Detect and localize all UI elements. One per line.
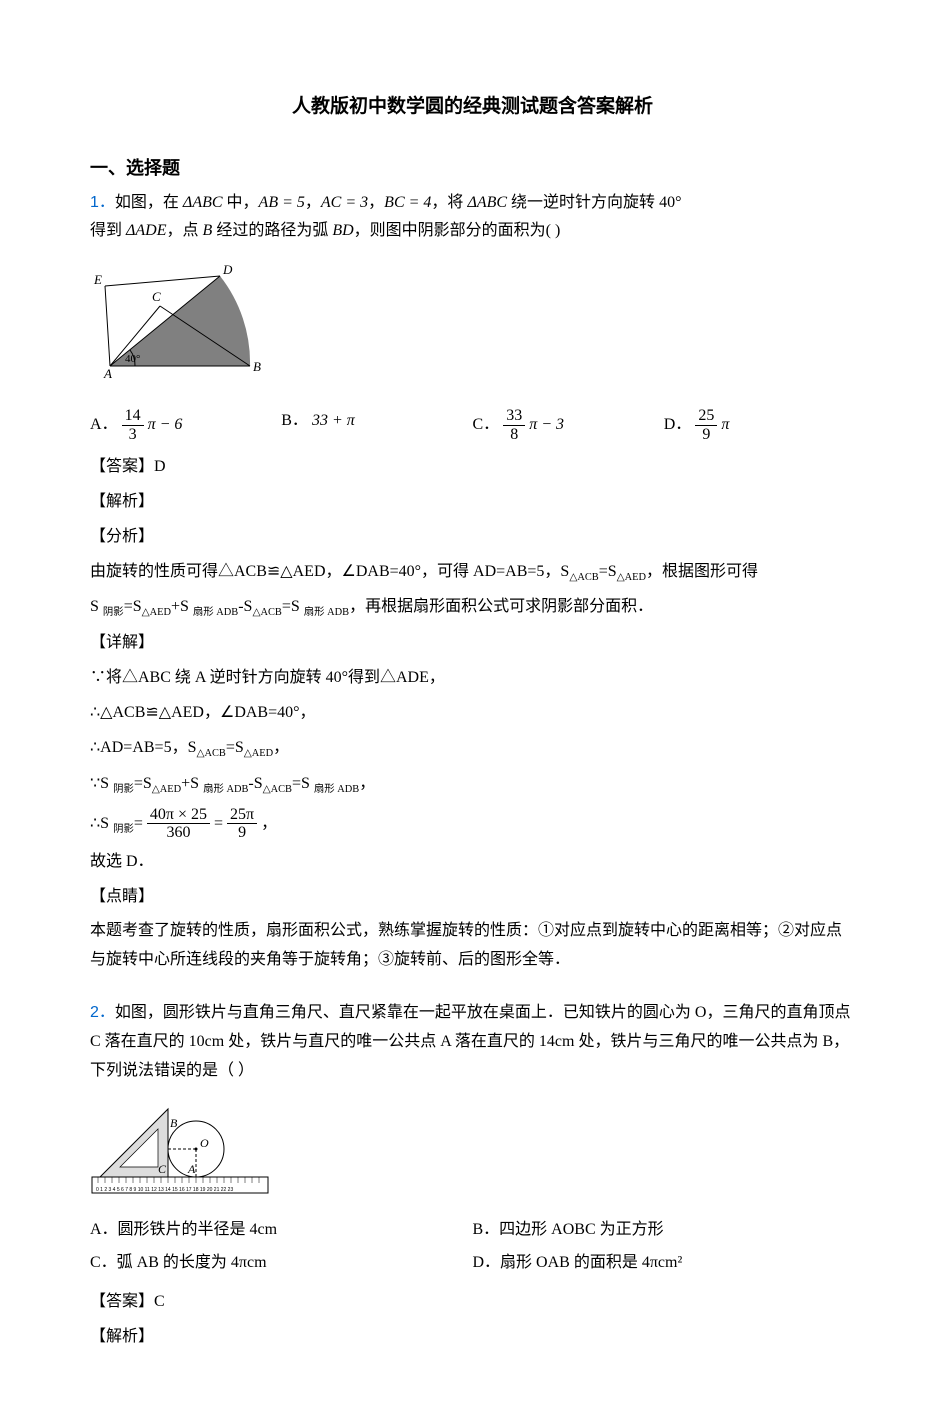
label-b2: B	[170, 1116, 178, 1130]
answer-label: 【答案】	[90, 458, 154, 475]
line-ae	[105, 286, 110, 366]
xj3: ∴AD=AB=5，S△ACB=S△AED，	[90, 734, 855, 764]
label-d: D	[222, 262, 233, 277]
q2-diagram: 0 1 2 3 4 5 6 7 8 9 10 11 12 13 14 15 16…	[90, 1095, 270, 1195]
q2-answer-label: 【答案】	[90, 1293, 154, 1310]
q1-opt-d: D． 259 π	[664, 407, 855, 443]
label-a2: A	[187, 1162, 196, 1176]
xj5: ∴S 阴影= 40π × 25360 = 25π9 ，	[90, 806, 855, 842]
fenxi-label: 【分析】	[90, 523, 855, 552]
fenxi-line2: S 阴影=S△AED+S 扇形 ADB-S△ACB=S 扇形 ADB，再根据扇形…	[90, 593, 855, 623]
q2-options: A．圆形铁片的半径是 4cm B．四边形 AOBC 为正方形 C．弧 AB 的长…	[90, 1216, 855, 1282]
xj2: ∴△ACB≌△AED，∠DAB=40°，	[90, 699, 855, 728]
label-angle: 40°	[125, 353, 140, 365]
xj4: ∵S 阴影=S△AED+S 扇形 ADB-S△ACB=S 扇形 ADB，	[90, 770, 855, 800]
document-page: 人教版初中数学圆的经典测试题含答案解析 一、选择题 1．如图，在 ΔABC 中，…	[0, 0, 945, 1417]
label-a: A	[103, 366, 112, 381]
q1-stem: 1．如图，在 ΔABC 中，AB = 5，AC = 3，BC = 4，将 ΔAB…	[90, 189, 855, 247]
xj1: ∵将△ABC 绕 A 逆时针方向旋转 40°得到△ADE，	[90, 664, 855, 693]
line-ed	[105, 276, 220, 286]
ruler-label: 0 1 2 3 4 5 6 7 8 9 10 11 12 13 14 15 16…	[96, 1187, 233, 1193]
doc-title: 人教版初中数学圆的经典测试题含答案解析	[90, 90, 855, 124]
label-b: B	[253, 359, 261, 374]
q2-opt-b: B．四边形 AOBC 为正方形	[473, 1216, 856, 1245]
analysis-label: 【解析】	[90, 488, 855, 517]
q1-diagram: A B C D E 40°	[90, 256, 270, 386]
dianjing-text: 本题考查了旋转的性质，扇形面积公式，熟练掌握旋转的性质：①对应点到旋转中心的距离…	[90, 917, 855, 975]
label-c: C	[152, 289, 161, 304]
label-c2: C	[158, 1162, 167, 1176]
section-heading: 一、选择题	[90, 152, 855, 184]
q1-figure: A B C D E 40°	[90, 256, 855, 397]
q2-figure: 0 1 2 3 4 5 6 7 8 9 10 11 12 13 14 15 16…	[90, 1095, 855, 1206]
q1-opt-b: B． 33 + π	[281, 407, 472, 443]
set-square-hole	[120, 1129, 158, 1167]
q1-opt-c: C． 338 π − 3	[473, 407, 664, 443]
q2-answer: C	[154, 1293, 165, 1310]
q1-number: 1．	[90, 194, 115, 211]
q1-opt-a: A． 143 π − 6	[90, 407, 281, 443]
q1-solution: 【答案】D 【解析】 【分析】 由旋转的性质可得△ACB≌△AED，∠DAB=4…	[90, 453, 855, 975]
label-o: O	[200, 1136, 209, 1150]
fenxi-text: 由旋转的性质可得△ACB≌△AED，∠DAB=40°，可得 AD=AB=5，S△…	[90, 558, 855, 588]
q2-opt-a: A．圆形铁片的半径是 4cm	[90, 1216, 473, 1245]
label-e: E	[93, 272, 102, 287]
spacer	[90, 981, 855, 999]
q2-opt-d: D．扇形 OAB 的面积是 4πcm²	[473, 1249, 856, 1278]
q2-number: 2．	[90, 1004, 115, 1021]
q1-answer: D	[154, 458, 166, 475]
q1-options: A． 143 π − 6 B． 33 + π C． 338 π − 3 D． 2…	[90, 407, 855, 443]
q2-stem: 2．如图，圆形铁片与直角三角尺、直尺紧靠在一起平放在桌面上．已知铁片的圆心为 O…	[90, 999, 855, 1085]
q2-opt-c: C．弧 AB 的长度为 4πcm	[90, 1249, 473, 1278]
dianjing-label: 【点睛】	[90, 883, 855, 912]
xiangjie-label: 【详解】	[90, 629, 855, 658]
xj6: 故选 D．	[90, 848, 855, 877]
q2-solution: 【答案】C 【解析】	[90, 1288, 855, 1352]
